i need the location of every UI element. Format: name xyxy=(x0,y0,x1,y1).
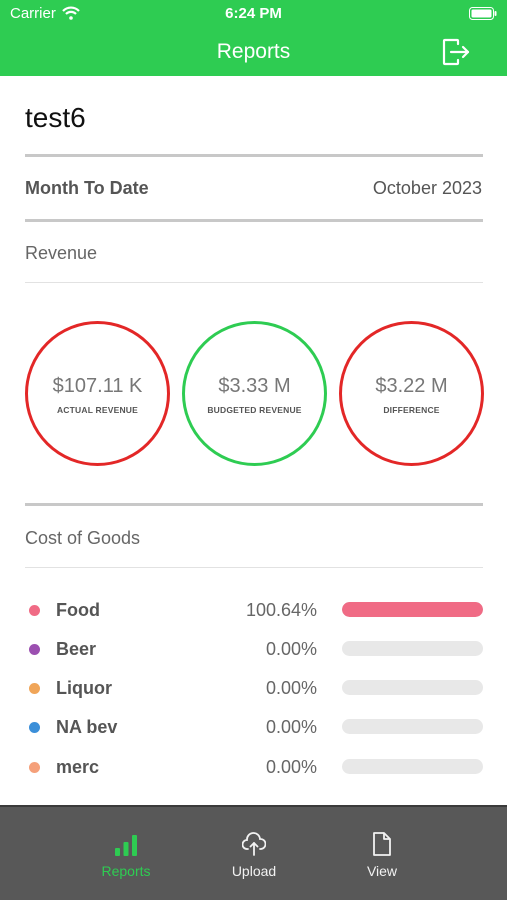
revenue-section-title: Revenue xyxy=(25,243,98,263)
difference-amount: $3.22 M xyxy=(375,375,448,397)
actual-revenue-amount: $107.11 K xyxy=(52,375,143,397)
cogs-category-name: Beer xyxy=(56,639,97,659)
logout-button[interactable] xyxy=(441,38,471,66)
divider xyxy=(25,503,483,506)
actual-revenue-caption: ACTUAL REVENUE xyxy=(56,405,139,415)
cogs-row-na-bev: NA bev 0.00% xyxy=(0,715,507,739)
tab-label: View xyxy=(366,863,398,879)
cogs-category-name: Food xyxy=(56,600,100,620)
legend-dot xyxy=(29,683,40,694)
legend-dot xyxy=(29,644,40,655)
cogs-percent: 0.00% xyxy=(265,678,317,698)
cogs-category-name: merc xyxy=(56,757,100,777)
legend-dot xyxy=(29,722,40,733)
period-label: Month To Date xyxy=(25,178,149,198)
tab-label: Upload xyxy=(231,863,277,879)
divider xyxy=(25,282,483,283)
bar-chart-icon xyxy=(115,835,137,856)
difference-caption: DIFFERENCE xyxy=(383,405,440,415)
page-title: Reports xyxy=(216,40,291,63)
tab-label: Reports xyxy=(101,863,151,879)
actual-revenue-circle: $107.11 K ACTUAL REVENUE xyxy=(25,321,170,466)
tab-view[interactable]: View xyxy=(322,807,442,900)
carrier-label: Carrier xyxy=(10,5,56,22)
cogs-progress-bar xyxy=(342,602,483,617)
status-bar: Carrier 6:24 PM xyxy=(0,0,507,28)
battery-icon xyxy=(469,7,497,25)
store-name: test6 xyxy=(25,102,86,133)
cogs-row-liquor: Liquor 0.00% xyxy=(0,676,507,700)
cogs-progress-fill xyxy=(342,602,483,617)
navigation-bar: Reports xyxy=(0,28,507,76)
cogs-percent: 0.00% xyxy=(265,639,317,659)
cogs-progress-bar xyxy=(342,719,483,734)
document-icon xyxy=(373,832,391,856)
tab-bar: Reports Upload View xyxy=(0,805,507,900)
difference-circle: $3.22 M DIFFERENCE xyxy=(339,321,484,466)
cogs-percent: 0.00% xyxy=(265,717,317,737)
cogs-category-name: Liquor xyxy=(56,678,112,698)
divider xyxy=(25,567,483,568)
cogs-row-merc: merc 0.00% xyxy=(0,755,507,779)
cogs-progress-bar xyxy=(342,759,483,774)
cogs-progress-bar xyxy=(342,641,483,656)
cogs-percent: 0.00% xyxy=(265,757,317,777)
divider xyxy=(25,154,483,157)
cogs-row-beer: Beer 0.00% xyxy=(0,637,507,661)
period-value[interactable]: October 2023 xyxy=(372,178,482,198)
legend-dot xyxy=(29,605,40,616)
budgeted-revenue-caption: BUDGETED REVENUE xyxy=(207,405,302,415)
budgeted-revenue-amount: $3.33 M xyxy=(218,375,291,397)
legend-dot xyxy=(29,762,40,773)
cloud-upload-icon xyxy=(242,832,266,856)
cogs-row-food: Food 100.64% xyxy=(0,598,507,622)
budgeted-revenue-circle: $3.33 M BUDGETED REVENUE xyxy=(182,321,327,466)
cogs-percent: 100.64% xyxy=(245,600,317,620)
cost-of-goods-section-title: Cost of Goods xyxy=(25,528,141,548)
divider xyxy=(25,219,483,222)
tab-upload[interactable]: Upload xyxy=(194,807,314,900)
logout-icon xyxy=(442,38,470,66)
tab-reports[interactable]: Reports xyxy=(66,807,186,900)
cogs-progress-bar xyxy=(342,680,483,695)
cogs-category-name: NA bev xyxy=(56,717,118,737)
wifi-icon xyxy=(62,6,80,25)
clock-time: 6:24 PM xyxy=(225,5,282,22)
